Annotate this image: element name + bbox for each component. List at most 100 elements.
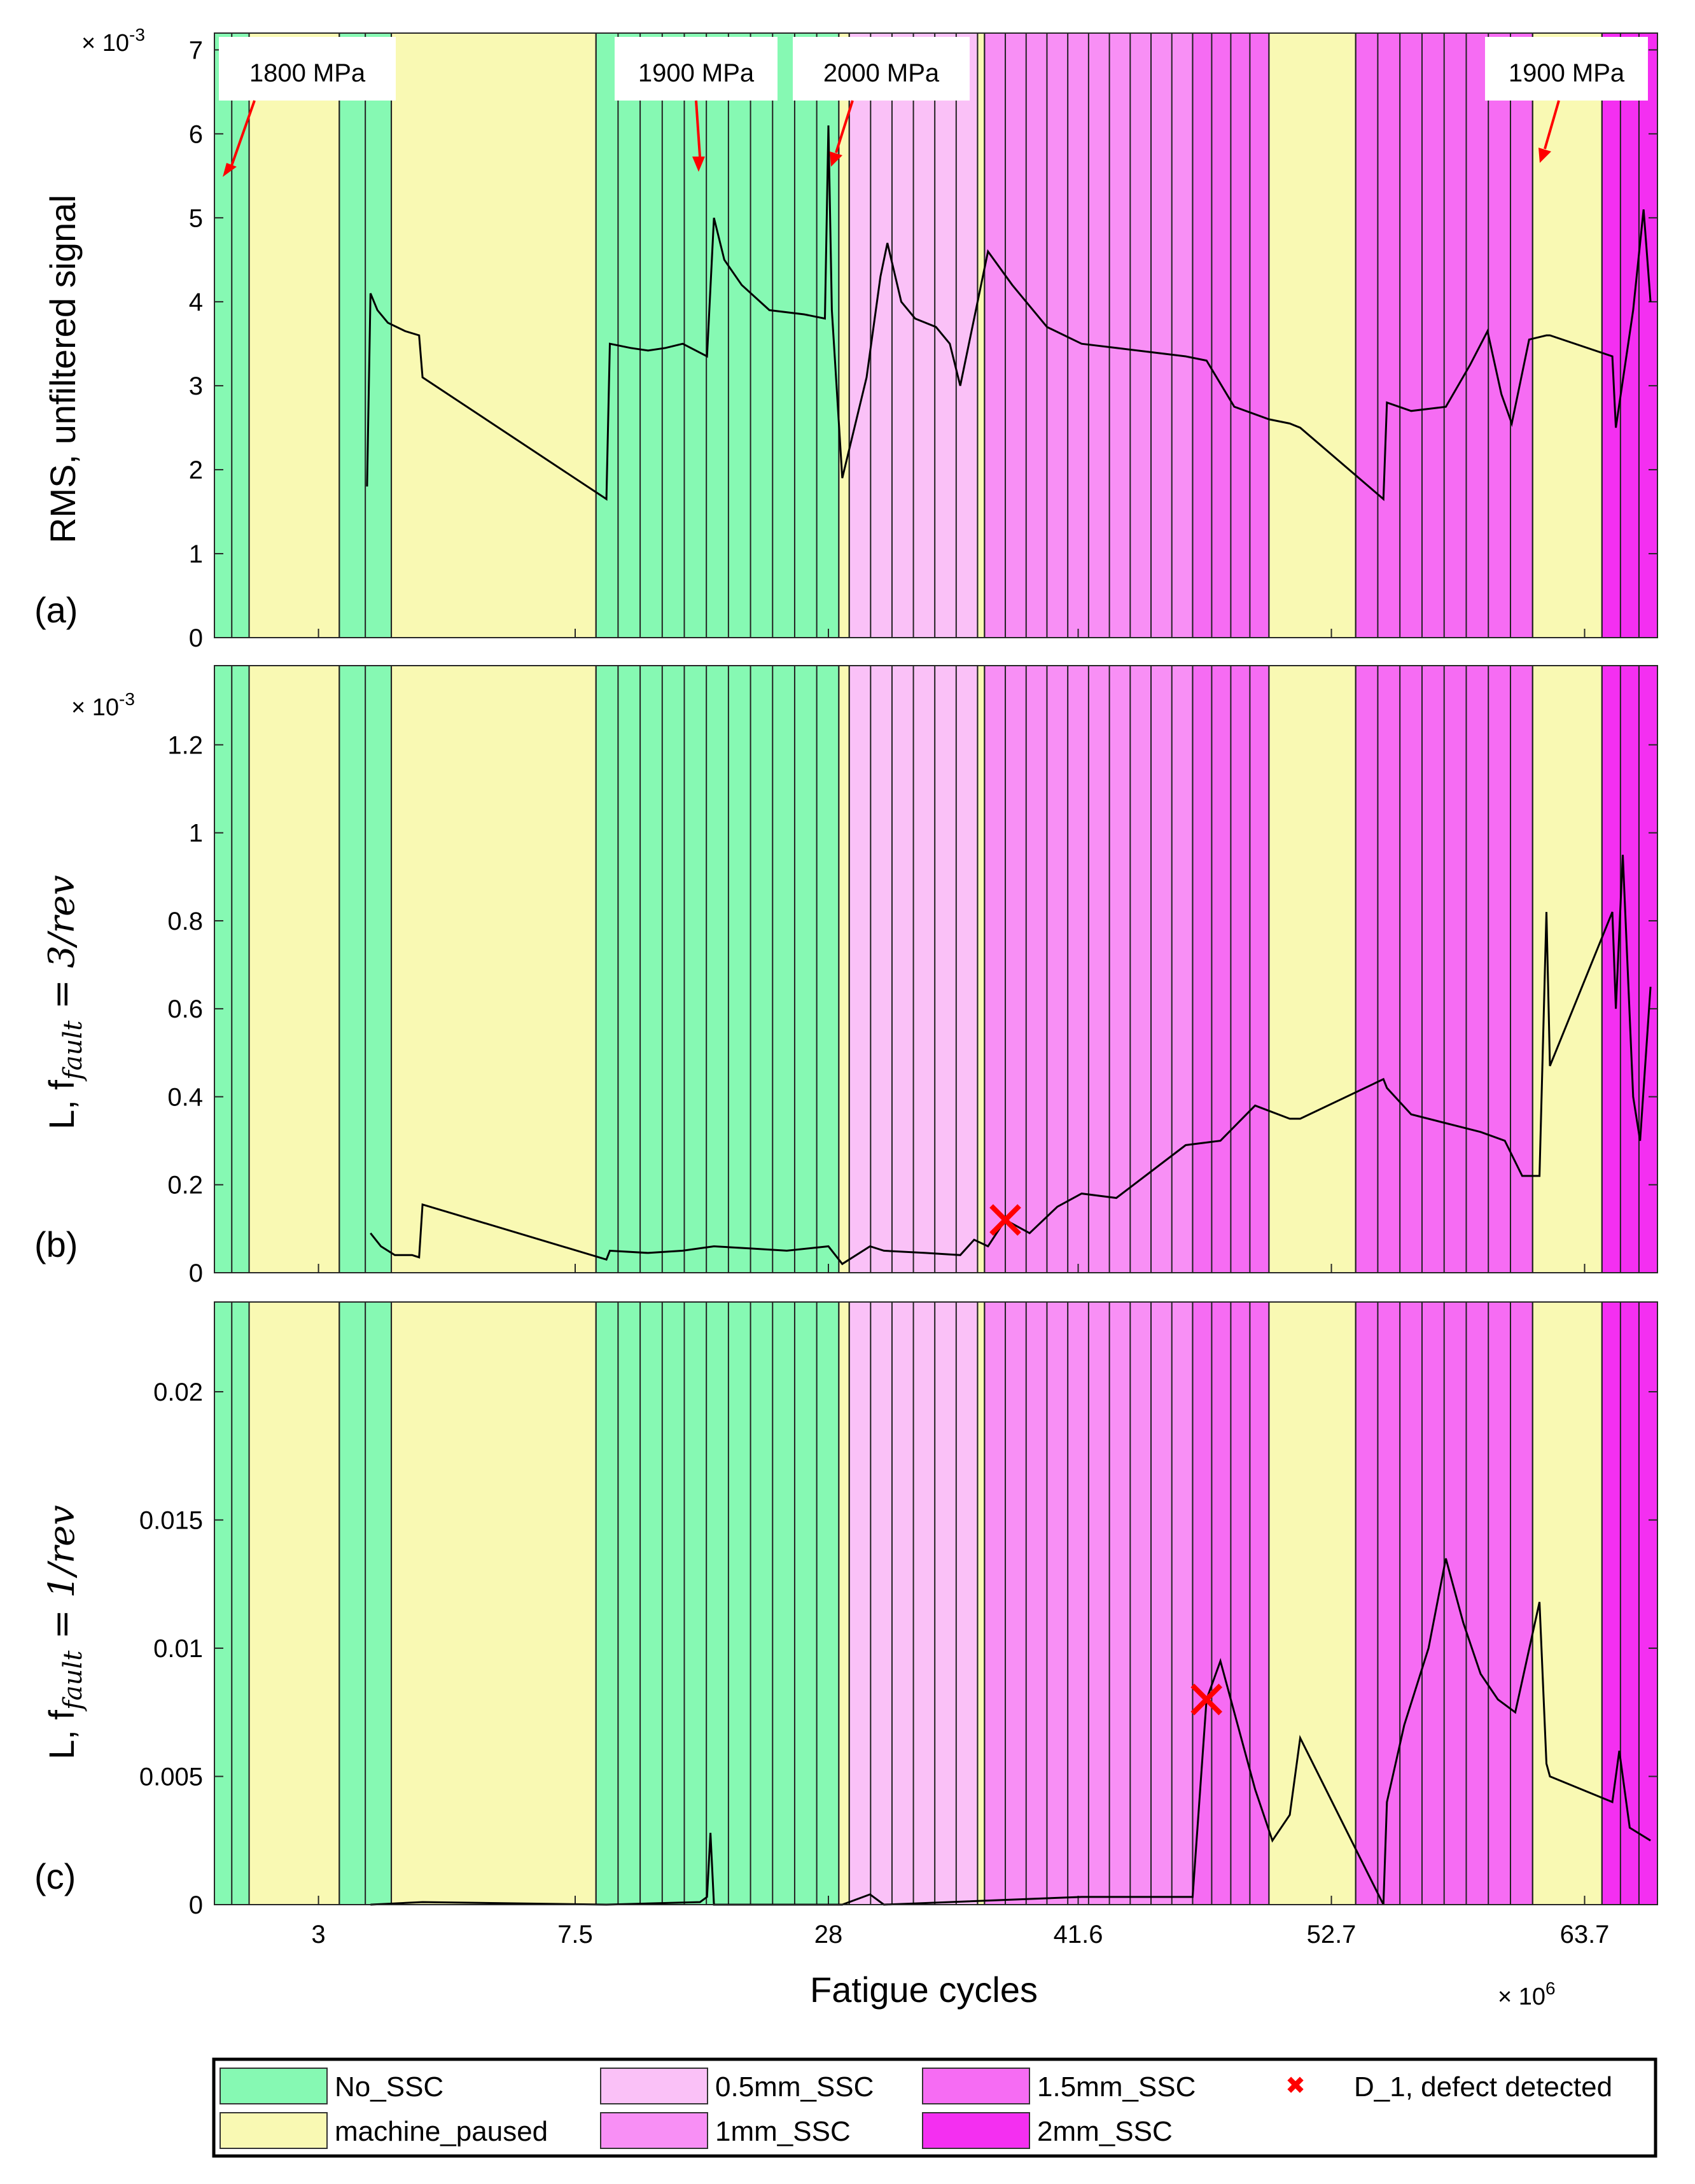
panel-c-label: (c) xyxy=(34,1856,76,1896)
panel-a-interval-dividers xyxy=(214,33,1658,638)
panel-a-rms-series xyxy=(366,125,1652,501)
band-mp-10 xyxy=(1269,666,1356,1273)
annotation-1900mpa-second-label: 1900 MPa xyxy=(1509,59,1625,87)
band-mp-7 xyxy=(977,33,985,638)
y-tick-label: 5 xyxy=(189,204,203,232)
panel-a-y-tick-labels: 0 1 2 3 4 5 6 7 xyxy=(189,36,203,652)
panel-b-y-axis-label: L, ffault = 3/rev xyxy=(41,875,88,1130)
band-mp-3 xyxy=(391,33,596,638)
legend-label-defect-detected: D_1, defect detected xyxy=(1354,2071,1612,2103)
band-h2-13 xyxy=(1601,666,1657,1273)
panel-a-frame xyxy=(214,32,1658,638)
panel-c-defect-marker xyxy=(1190,1683,1223,1716)
band-mp-1 xyxy=(249,666,340,1273)
panel-c-background-bands xyxy=(214,1302,1657,1905)
panel-c-interval-dividers xyxy=(214,1302,1658,1905)
band-mp-10 xyxy=(1269,1302,1356,1905)
legend-swatch-2mm-ssc xyxy=(922,2112,1030,2149)
band-mp-7 xyxy=(977,666,985,1273)
defect-marker-stroke xyxy=(1190,1683,1223,1716)
y-tick-label: 1 xyxy=(189,540,203,568)
panel-c-series xyxy=(370,1558,1651,1906)
y-tick-label: 2 xyxy=(189,456,203,484)
panel-b-background-bands xyxy=(214,666,1657,1273)
legend-defect-marker-icon: ✖ xyxy=(1285,2073,1306,2099)
legend-label-machine-paused: machine_paused xyxy=(335,2116,548,2147)
band-mp-12 xyxy=(1532,1302,1602,1905)
panel-b-frame xyxy=(214,665,1658,1273)
legend-swatch-0-5mm-ssc xyxy=(600,2068,708,2104)
legend-label-0-5mm-ssc: 0.5mm_SSC xyxy=(715,2071,874,2103)
x-tick-labels: 3 7.5 28 41.6 52.7 63.7 xyxy=(311,1921,1609,1949)
panel-a-y-axis-label: RMS, unfiltered signal xyxy=(43,195,83,543)
y-tick-label: 6 xyxy=(189,120,203,148)
panel-c-y-tick-labels: 0 0.005 0.01 0.015 0.02 xyxy=(139,1378,203,1919)
band-mp-5 xyxy=(839,33,849,638)
y-tick-label: 0.015 xyxy=(139,1507,203,1535)
y-tick-label: 1.2 xyxy=(167,731,203,759)
panel-a: 0 1 2 3 4 5 6 7 1800 MPa 1900 MPa 2000 MPa 1900… xyxy=(34,25,1658,652)
annotation-1800mpa: 1800 MPa xyxy=(219,37,396,177)
x-tick-label: 52.7 xyxy=(1307,1921,1357,1949)
band-no-4 xyxy=(596,666,839,1273)
band-mp-12 xyxy=(1532,666,1602,1273)
legend-swatch-1-5mm-ssc xyxy=(922,2068,1030,2104)
legend-swatch-no-ssc xyxy=(220,2068,328,2104)
x-axis-label: Fatigue cycles xyxy=(810,1970,1038,2010)
panel-a-background-bands xyxy=(214,33,1657,638)
x-axis-multiplier: × 106 xyxy=(1498,1978,1556,2010)
y-tick-label: 4 xyxy=(189,288,203,316)
y-tick-label: 0 xyxy=(189,624,203,652)
y-tick-label: 0.4 xyxy=(167,1083,203,1111)
y-tick-label: 0 xyxy=(189,1891,203,1919)
annotation-2000mpa: 2000 MPa xyxy=(793,37,970,167)
panel-b-y-multiplier: × 10-3 xyxy=(71,689,135,721)
y-tick-label: 0.01 xyxy=(153,1635,203,1663)
x-tick-label: 28 xyxy=(814,1921,843,1949)
legend-swatch-machine-paused xyxy=(220,2112,328,2149)
y-tick-label: 0.2 xyxy=(167,1172,203,1200)
band-mp-1 xyxy=(249,33,340,638)
panel-b-y-tick-labels: 0 0.2 0.4 0.6 0.8 1 1.2 xyxy=(167,731,203,1287)
defect-marker-stroke xyxy=(989,1204,1021,1236)
band-no-4 xyxy=(596,1302,839,1905)
y-tick-label: 0.8 xyxy=(167,907,203,935)
band-mp-7 xyxy=(977,1302,985,1905)
legend-label-no-ssc: No_SSC xyxy=(335,2071,443,2103)
legend-label-1-5mm-ssc: 1.5mm_SSC xyxy=(1037,2071,1196,2103)
band-h2-13 xyxy=(1601,1302,1657,1905)
annotation-1900mpa-first-label: 1900 MPa xyxy=(638,59,755,87)
y-tick-label: 0 xyxy=(189,1259,203,1287)
band-no-4 xyxy=(596,33,839,638)
x-tick-label: 63.7 xyxy=(1560,1921,1610,1949)
legend-label-2mm-ssc: 2mm_SSC xyxy=(1037,2116,1173,2147)
panel-a-label: (a) xyxy=(34,590,78,630)
y-tick-label: 0.6 xyxy=(167,995,203,1023)
panel-c-y-axis-label: L, ffault = 1/rev xyxy=(41,1505,88,1760)
legend-swatch-1mm-ssc xyxy=(600,2112,708,2149)
panel-c: 0 0.005 0.01 0.015 0.02 3 7.5 28 41.6 52.7 63.7 L… xyxy=(34,1301,1658,1949)
y-tick-label: 0.02 xyxy=(153,1378,203,1406)
annotation-1900mpa-first: 1900 MPa xyxy=(615,37,778,172)
panel-a-y-multiplier: × 10-3 xyxy=(81,25,145,57)
y-tick-label: 7 xyxy=(189,36,203,64)
panel-b: 0 0.2 0.4 0.6 0.8 1 1.2 × 10-3 L, ffault = 3/r… xyxy=(34,665,1658,1287)
panel-b-series xyxy=(370,855,1652,1266)
annotation-2000mpa-label: 2000 MPa xyxy=(823,59,940,87)
annotation-1900mpa-second: 1900 MPa xyxy=(1485,37,1648,163)
x-tick-label: 41.6 xyxy=(1054,1921,1103,1949)
panel-b-defect-marker xyxy=(989,1204,1021,1236)
panel-c-frame xyxy=(214,1301,1658,1905)
band-mp-5 xyxy=(839,666,849,1273)
legend: No_SSC machine_paused 0.5mm_SSC 1mm_SSC … xyxy=(212,2057,1657,2158)
x-tick-label: 7.5 xyxy=(557,1921,593,1949)
annotation-1800mpa-label: 1800 MPa xyxy=(249,59,366,87)
y-tick-label: 3 xyxy=(189,372,203,400)
y-tick-label: 1 xyxy=(189,820,203,848)
panel-b-interval-dividers xyxy=(214,666,1658,1273)
band-mp-3 xyxy=(391,1302,596,1905)
band-mp-1 xyxy=(249,1302,340,1905)
band-mp-3 xyxy=(391,666,596,1273)
panel-b-label: (b) xyxy=(34,1224,78,1264)
